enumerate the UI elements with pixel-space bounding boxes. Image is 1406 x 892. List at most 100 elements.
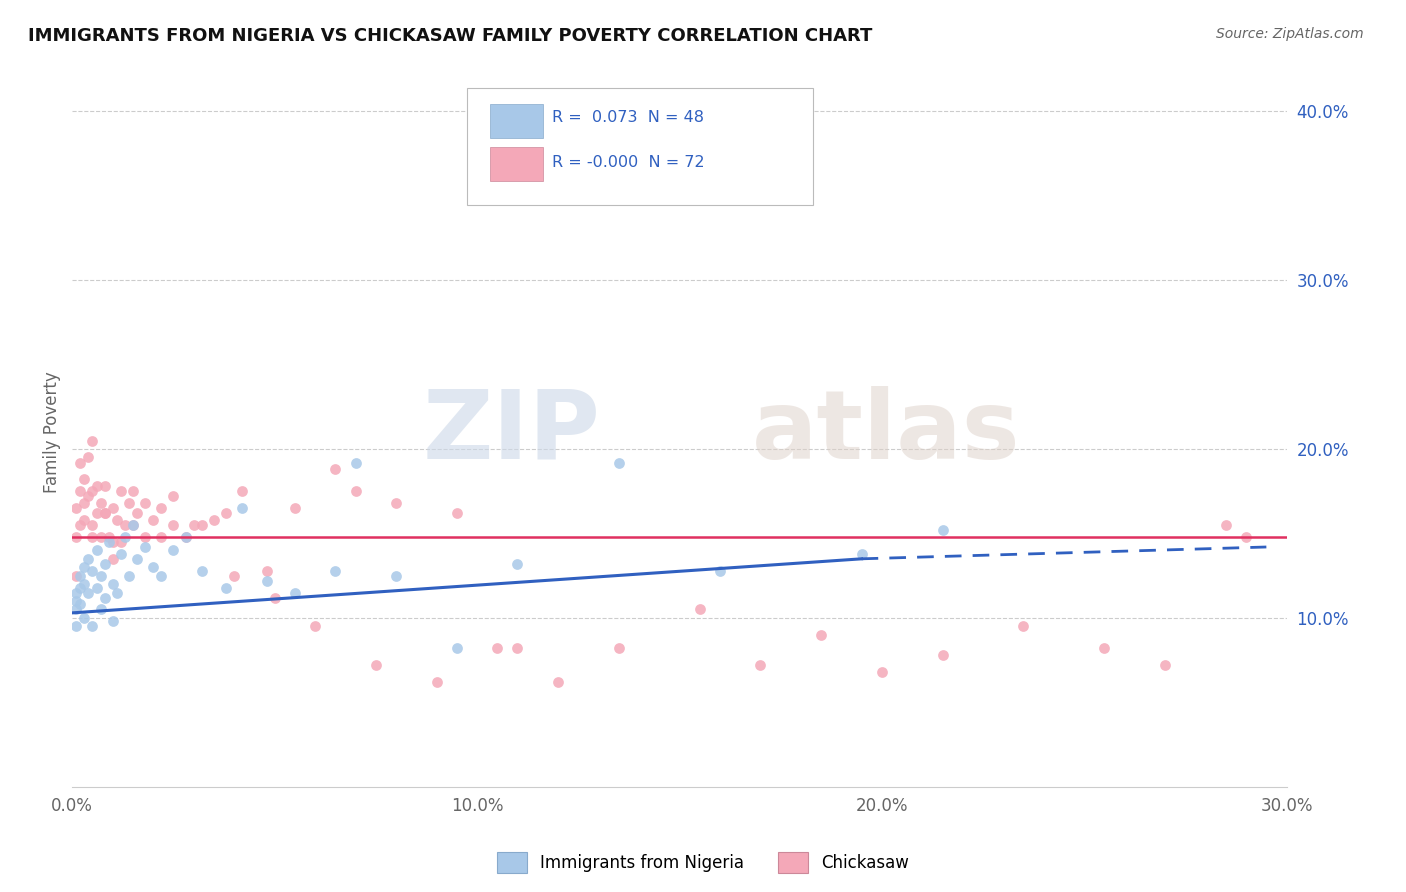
Point xyxy=(284,585,307,599)
Point xyxy=(150,568,173,582)
Point xyxy=(82,434,104,448)
Point xyxy=(90,496,112,510)
Point xyxy=(65,594,87,608)
Point xyxy=(73,472,96,486)
Point xyxy=(191,564,214,578)
Point xyxy=(65,568,87,582)
Point xyxy=(183,518,205,533)
Point xyxy=(122,518,145,533)
Point xyxy=(90,530,112,544)
Point xyxy=(69,568,91,582)
Point xyxy=(215,506,238,520)
Point xyxy=(82,564,104,578)
Point xyxy=(110,547,132,561)
Point xyxy=(65,602,87,616)
Point xyxy=(174,530,197,544)
Point xyxy=(931,523,953,537)
Point xyxy=(93,591,115,605)
Point xyxy=(150,530,173,544)
Point xyxy=(547,675,569,690)
Text: ZIP: ZIP xyxy=(423,385,600,479)
FancyBboxPatch shape xyxy=(489,147,543,181)
Point xyxy=(101,551,124,566)
Point xyxy=(256,564,278,578)
Point xyxy=(162,543,184,558)
Point xyxy=(125,506,148,520)
Text: Source: ZipAtlas.com: Source: ZipAtlas.com xyxy=(1216,27,1364,41)
Point xyxy=(304,619,326,633)
Point xyxy=(224,568,246,582)
Point xyxy=(77,450,100,465)
Point xyxy=(86,581,108,595)
Point xyxy=(425,675,447,690)
Point xyxy=(73,513,96,527)
Point xyxy=(446,641,468,656)
Point xyxy=(101,501,124,516)
Point xyxy=(122,518,145,533)
Point xyxy=(231,484,253,499)
Point xyxy=(344,456,367,470)
Point xyxy=(65,501,87,516)
Point xyxy=(77,585,100,599)
Point xyxy=(105,513,128,527)
Point xyxy=(364,658,387,673)
Point xyxy=(82,619,104,633)
Point xyxy=(77,551,100,566)
Point xyxy=(142,513,165,527)
Point xyxy=(93,506,115,520)
Point xyxy=(256,574,278,588)
Point xyxy=(385,496,408,510)
Point xyxy=(97,530,120,544)
Point xyxy=(101,615,124,629)
Point xyxy=(810,628,832,642)
Y-axis label: Family Poverty: Family Poverty xyxy=(44,371,60,493)
Point xyxy=(325,564,347,578)
Point xyxy=(86,543,108,558)
Point xyxy=(73,577,96,591)
Point xyxy=(191,518,214,533)
Point xyxy=(118,496,141,510)
Text: R =  0.073  N = 48: R = 0.073 N = 48 xyxy=(553,111,704,126)
Point xyxy=(86,479,108,493)
Point xyxy=(101,535,124,549)
Point xyxy=(69,484,91,499)
FancyBboxPatch shape xyxy=(489,104,543,138)
Point xyxy=(65,530,87,544)
Point xyxy=(114,518,136,533)
Legend: Immigrants from Nigeria, Chickasaw: Immigrants from Nigeria, Chickasaw xyxy=(491,846,915,880)
Point xyxy=(486,641,509,656)
Point xyxy=(385,568,408,582)
Point xyxy=(174,530,197,544)
Point xyxy=(86,506,108,520)
Point xyxy=(263,591,285,605)
Point xyxy=(65,585,87,599)
Point xyxy=(82,518,104,533)
Point xyxy=(90,602,112,616)
Point xyxy=(1094,641,1116,656)
Point xyxy=(1215,518,1237,533)
Point xyxy=(125,551,148,566)
Point xyxy=(1154,658,1177,673)
FancyBboxPatch shape xyxy=(467,88,813,205)
Point xyxy=(69,598,91,612)
Point xyxy=(284,501,307,516)
Point xyxy=(202,513,225,527)
Point xyxy=(446,506,468,520)
Point xyxy=(73,496,96,510)
Point xyxy=(142,560,165,574)
Text: atlas: atlas xyxy=(752,385,1021,479)
Point xyxy=(105,585,128,599)
Point xyxy=(344,484,367,499)
Point xyxy=(1234,530,1257,544)
Point xyxy=(101,577,124,591)
Point xyxy=(162,518,184,533)
Point xyxy=(69,581,91,595)
Point xyxy=(215,581,238,595)
Point xyxy=(73,560,96,574)
Point xyxy=(77,489,100,503)
Point xyxy=(870,665,893,679)
Point xyxy=(90,568,112,582)
Point xyxy=(162,489,184,503)
Point xyxy=(689,602,711,616)
Point xyxy=(749,658,772,673)
